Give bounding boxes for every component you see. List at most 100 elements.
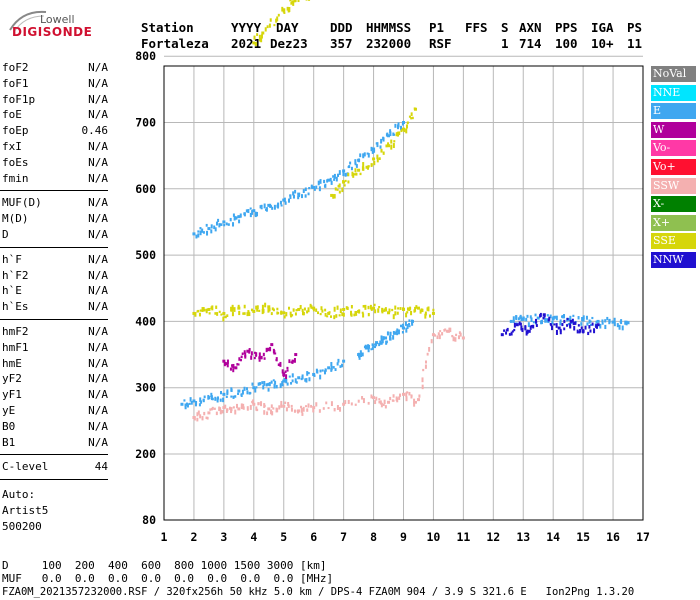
param-name-yF1: yF1 [2,388,22,402]
echo-dot [397,329,400,335]
echo-dot [608,318,611,324]
echo-dot [378,398,381,401]
echo-dot [513,328,516,332]
echo-dot [367,312,370,317]
echo-dot [373,345,376,349]
echo-dot [230,395,233,398]
echo-dot [589,320,592,323]
param-name-hF: h`F [2,252,22,266]
data-point [342,359,346,363]
echo-dot [195,401,198,405]
echo-dot [378,157,381,160]
param-name-B1: B1 [2,435,16,449]
echo-dot [359,172,362,176]
data-point [192,232,196,236]
echo-dot [297,195,300,200]
echo-dot [310,404,313,408]
echo-dot [213,407,216,410]
echo-dot [339,365,342,368]
echo-dot [271,307,274,311]
echo-dot [198,403,201,407]
echo-dot [380,138,383,144]
echo-dot [300,405,303,409]
header-label-1: YYYY [231,20,262,35]
echo-dot [378,400,381,404]
echo-dot [449,327,452,333]
echo-dot [503,329,506,332]
echo-dot [521,327,524,332]
echo-dot [315,308,318,312]
echo-dot [216,397,219,403]
x-tick-label: 7 [340,530,347,544]
data-point [384,336,388,340]
echo-dot [233,215,236,221]
data-point [207,411,211,415]
param-name-hE: h`E [2,284,22,298]
echo-dot [527,322,530,328]
echo-dot [281,383,284,387]
data-point [234,366,238,370]
echo-dot [459,332,462,337]
echo-dot [530,317,533,323]
echo-dot [290,408,293,412]
echo-dot [330,401,333,407]
param-name-yE: yE [2,404,16,417]
echo-dot [329,177,332,182]
data-point [222,392,226,396]
echo-dot [548,316,551,321]
echo-dot [396,332,399,336]
data-point [569,319,573,323]
echo-dot [613,317,616,323]
echo-dot [394,311,397,316]
echo-dot [550,324,553,327]
echo-dot [333,408,336,412]
echo-dot [271,411,274,416]
echo-dot [387,142,390,147]
echo-dot [405,392,408,397]
echo-dot [246,408,249,411]
echo-dot [330,365,333,371]
echo-dot [324,312,327,317]
echo-dot [413,402,416,407]
legend-item-w: W [651,121,696,138]
echo-dot [396,328,399,333]
echo-dot [367,153,370,158]
param-value-fxI: N/A [88,140,108,153]
echo-dot [380,335,383,339]
echo-dot [406,324,409,329]
echo-dot [454,337,457,342]
logo-lowell-text: Lowell [40,13,75,26]
echo-dot [350,305,353,309]
echo-dot [362,167,365,171]
param-name-MUFD: MUF(D) [2,196,42,210]
echo-dot [513,322,516,328]
data-point [267,305,271,309]
data-point [312,185,316,189]
echo-dot [301,308,304,312]
echo-dot [559,321,562,326]
param-name-MD: M(D) [2,212,29,226]
echo-dot [580,326,583,330]
echo-dot [408,319,411,322]
header-label-3: DDD [330,20,353,35]
echo-dot [318,409,321,413]
echo-dot [326,315,329,318]
echo-dot [353,173,356,176]
header-label-6: FFS [465,20,488,35]
data-point [515,323,519,327]
data-point [297,192,301,196]
echo-dot [258,34,261,39]
echo-dot [281,381,284,385]
data-point [192,311,196,315]
echo-dot [329,315,332,318]
legend-item-x: X+ [651,214,696,231]
data-point [372,157,376,161]
echo-dot [271,206,274,210]
data-point [416,398,420,402]
echo-dot [286,366,289,370]
param-name-hmE: hmE [2,356,22,370]
echo-dot [559,330,562,335]
param-name-hF2: h`F2 [2,268,29,282]
data-point [222,220,226,224]
x-tick-label: 5 [280,530,287,544]
